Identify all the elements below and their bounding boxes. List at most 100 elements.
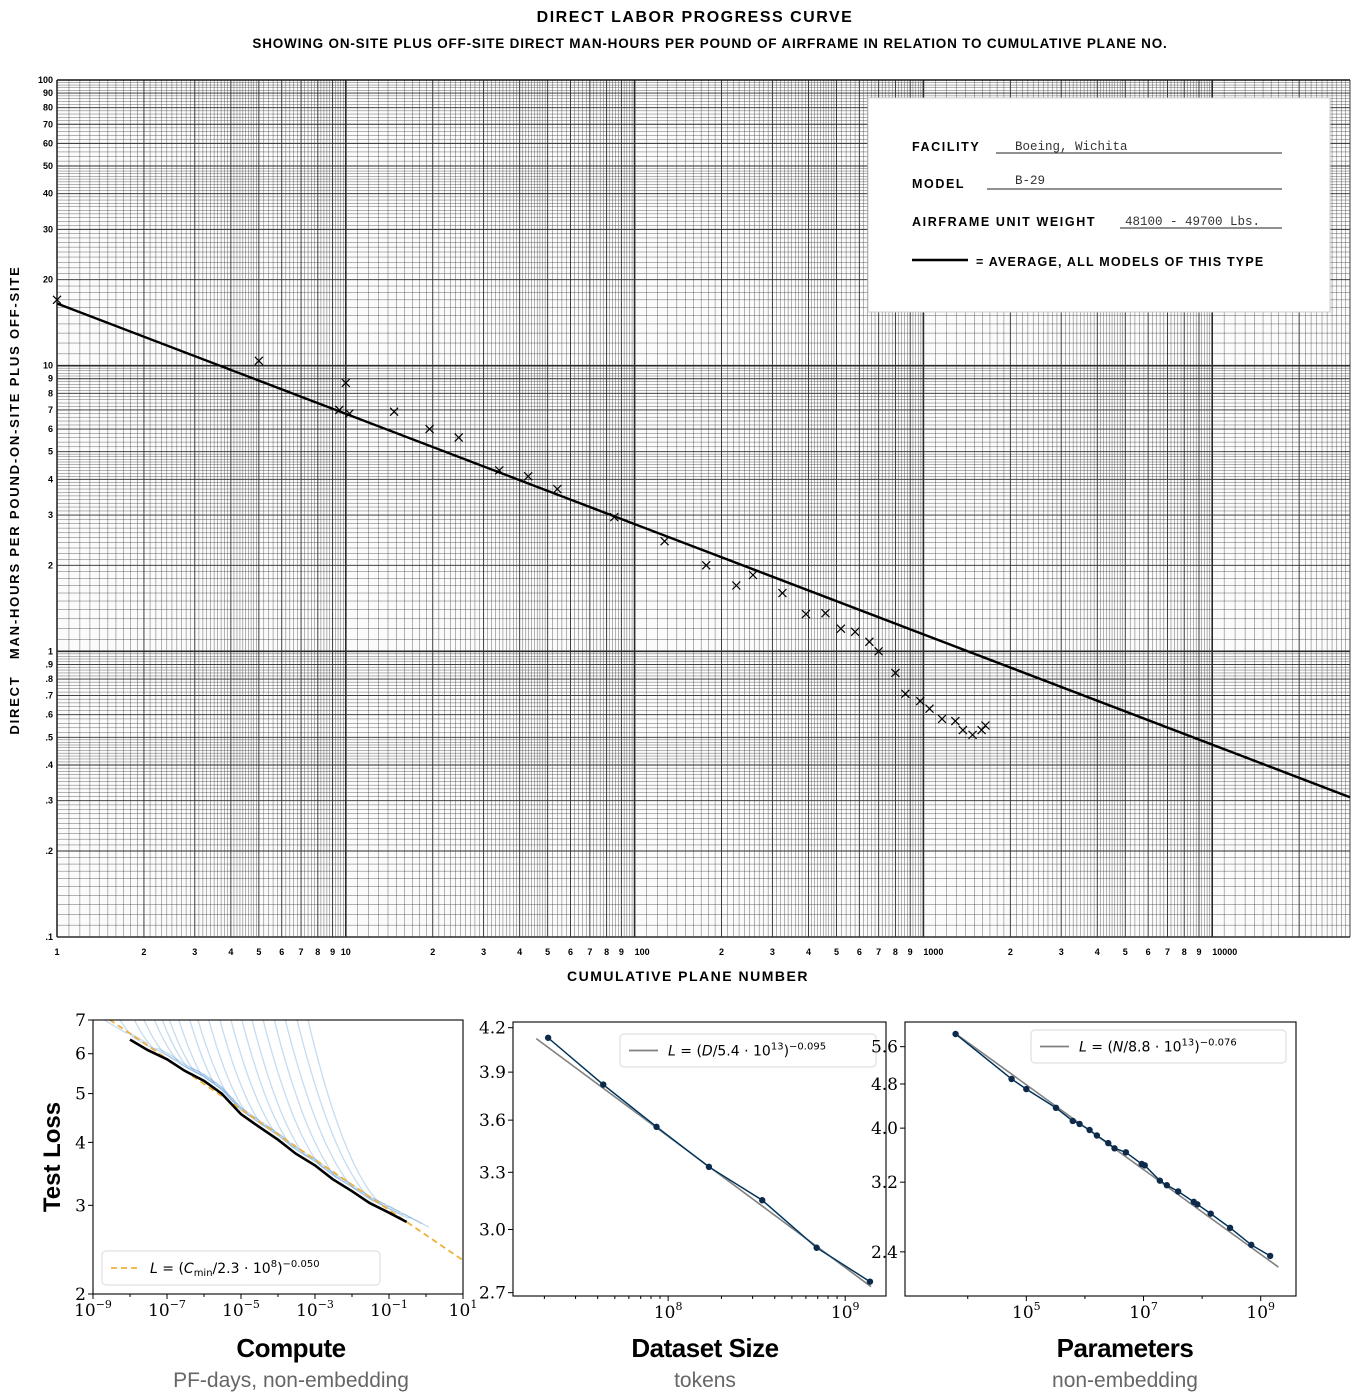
x-tick-label: 7 — [299, 947, 304, 957]
legend-segment: 8 — [271, 1259, 277, 1270]
y-tick-label: 5 — [48, 447, 53, 457]
model-curve — [153, 1020, 227, 1093]
tick-base: 10 — [74, 1301, 96, 1321]
panel-subtitle: tokens — [674, 1369, 736, 1392]
data-point — [801, 609, 811, 619]
legend-segment: = ( — [1087, 1040, 1113, 1056]
data-point — [958, 725, 968, 735]
data-point — [653, 1123, 660, 1131]
legend: L = (Cmin/2.3 · 108)−0.050 — [101, 1250, 381, 1286]
panel-subtitle: PF-days, non-embedding — [173, 1369, 409, 1392]
data-point — [813, 1244, 820, 1251]
axes-frame — [904, 1021, 1297, 1297]
tick-base: 10 — [449, 1301, 471, 1321]
y-tick-label: .8 — [45, 674, 53, 684]
data-point — [52, 295, 62, 305]
plot-area — [535, 1034, 874, 1288]
x-tick-label: 9 — [330, 947, 335, 957]
model-curve — [168, 1020, 248, 1113]
x-tick-label: 101 — [449, 1298, 478, 1321]
data-point — [705, 1163, 713, 1171]
x-tick-label: 6 — [279, 947, 284, 957]
tick-exponent: 9 — [1268, 1300, 1275, 1313]
tick-base: 10 — [222, 1301, 244, 1321]
y-tick-label: 30 — [43, 224, 53, 234]
y-tick-label: 4 — [75, 1133, 86, 1153]
legend-text: L = (D/5.4 · 1013)−0.095 — [668, 1042, 826, 1060]
x-tick-label: 5 — [545, 947, 550, 957]
y-tick-label: 3.9 — [479, 1063, 506, 1083]
x-tick-label: 2 — [141, 947, 146, 957]
x-tick-label: 109 — [831, 1300, 860, 1323]
y-tick-label: .2 — [45, 846, 53, 856]
tick-base: 10 — [148, 1301, 170, 1321]
y-tick-label: 2.7 — [479, 1284, 506, 1304]
panel-title: Parameters — [1057, 1333, 1194, 1363]
y-tick-label: 8 — [48, 388, 53, 398]
legend-segment: = ( — [676, 1044, 702, 1060]
y-tick-label: 5 — [75, 1085, 86, 1105]
y-tick-label: 7 — [75, 1011, 86, 1031]
legend-segment: ) — [1194, 1040, 1199, 1056]
y-tick-label: .4 — [45, 760, 53, 770]
data-point — [778, 588, 787, 598]
data-line-core — [547, 1037, 871, 1283]
x-tick-label: 100 — [635, 947, 650, 957]
tick-base: 10 — [831, 1303, 853, 1323]
model-curve — [219, 1020, 322, 1165]
x-tick-label: 109 — [1246, 1300, 1275, 1323]
data-point — [552, 484, 562, 494]
x-tick-label: 3 — [192, 947, 197, 957]
data-point — [1086, 1126, 1093, 1134]
legend-segment: /2.3 · 10 — [213, 1261, 271, 1277]
model-curve — [307, 1020, 430, 1228]
x-tick-label: 10−7 — [148, 1298, 186, 1321]
data-point — [968, 730, 978, 740]
y-tick-label: 2.4 — [871, 1243, 898, 1263]
x-tick-label: 3 — [481, 947, 486, 957]
legend-label: = AVERAGE, ALL MODELS OF THIS TYPE — [976, 255, 1264, 269]
legend-segment: = ( — [158, 1261, 184, 1277]
legend-segment: /8.8 · 10 — [1123, 1040, 1181, 1056]
data-point — [600, 1081, 607, 1088]
data-point — [981, 721, 990, 730]
x-tick-label: 10 — [341, 947, 351, 957]
legend-text: L = (Cmin/2.3 · 108)−0.050 — [150, 1259, 320, 1279]
x-tick-label: 4 — [1095, 947, 1100, 957]
weight-label: AIRFRAME UNIT WEIGHT — [912, 215, 1096, 229]
data-point — [1069, 1117, 1076, 1125]
y-tick-label: 3 — [48, 510, 53, 520]
model-curve — [178, 1020, 260, 1121]
x-tick-label: 2 — [719, 947, 724, 957]
tick-exponent: 9 — [853, 1300, 860, 1313]
data-point — [345, 409, 354, 418]
y-tick-label: .7 — [45, 691, 53, 701]
legend-segment: 13 — [1182, 1038, 1195, 1049]
y-tick-label: 4.2 — [479, 1019, 506, 1039]
legend-segment: min — [194, 1268, 213, 1279]
tick-base: 10 — [654, 1303, 676, 1323]
tick-base: 10 — [1012, 1303, 1034, 1323]
tick-base: 10 — [296, 1301, 318, 1321]
legend-segment: ) — [277, 1261, 282, 1277]
info-box: FACILITY Boeing, Wichita MODEL B-29 AIRFRAME… — [867, 97, 1331, 313]
legend-segment: L — [150, 1261, 158, 1277]
x-tick-label: 10000 — [1212, 947, 1237, 957]
data-point — [254, 356, 264, 366]
panel-title: Compute — [236, 1333, 345, 1363]
y-tick-label: 90 — [43, 88, 53, 98]
data-line — [547, 1037, 871, 1283]
y-tick-label: 7 — [48, 405, 53, 415]
data-point — [874, 646, 884, 656]
x-tick-label: 9 — [619, 947, 624, 957]
axes-frame — [512, 1021, 887, 1297]
legend-segment: C — [184, 1261, 194, 1277]
y-tick-label: 10 — [43, 361, 53, 371]
legend: L = (N/8.8 · 1013)−0.076 — [1030, 1029, 1287, 1064]
data-point — [1207, 1210, 1214, 1217]
data-point — [1122, 1149, 1130, 1156]
legend-segment: 13 — [771, 1042, 784, 1053]
y-tick-label: 6 — [48, 424, 53, 434]
